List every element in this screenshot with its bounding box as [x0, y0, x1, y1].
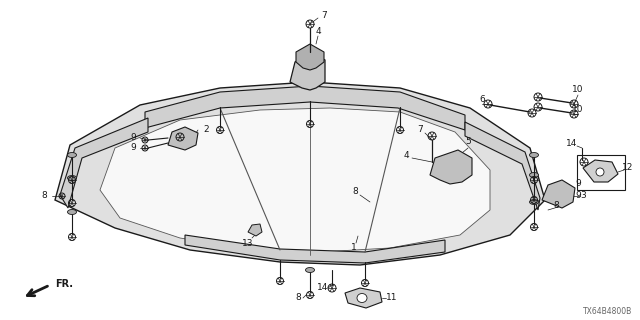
Bar [577, 155, 625, 190]
Text: 9: 9 [575, 191, 581, 201]
Text: 14: 14 [566, 140, 578, 148]
Polygon shape [185, 235, 445, 263]
Text: 2: 2 [203, 125, 209, 134]
Text: TX64B4800B: TX64B4800B [583, 307, 632, 316]
Text: 8: 8 [352, 188, 358, 196]
Text: 14: 14 [317, 284, 329, 292]
Ellipse shape [529, 199, 538, 204]
Polygon shape [100, 108, 490, 252]
Text: 4: 4 [403, 150, 409, 159]
Text: 5: 5 [465, 138, 471, 147]
Text: 6: 6 [479, 95, 485, 105]
Text: FR.: FR. [55, 279, 73, 289]
Ellipse shape [529, 153, 538, 157]
Text: 1: 1 [351, 244, 357, 252]
Polygon shape [583, 160, 618, 182]
Polygon shape [290, 52, 325, 90]
Polygon shape [542, 180, 575, 208]
Text: 12: 12 [622, 164, 634, 172]
Ellipse shape [67, 210, 77, 214]
Polygon shape [296, 44, 324, 70]
Text: 8: 8 [295, 293, 301, 302]
Ellipse shape [67, 153, 77, 157]
Text: 9: 9 [575, 180, 581, 188]
Text: 7: 7 [321, 12, 327, 20]
Text: 9: 9 [130, 143, 136, 153]
Text: 8: 8 [553, 201, 559, 210]
Text: 4: 4 [315, 28, 321, 36]
Text: 13: 13 [243, 239, 253, 249]
Polygon shape [248, 224, 262, 236]
Text: 11: 11 [387, 293, 397, 302]
Polygon shape [430, 150, 472, 184]
Ellipse shape [357, 293, 367, 302]
Ellipse shape [596, 168, 604, 176]
Ellipse shape [529, 172, 538, 178]
Text: 8: 8 [41, 191, 47, 201]
Text: 10: 10 [572, 85, 584, 94]
Text: 10: 10 [572, 106, 584, 115]
Ellipse shape [67, 175, 77, 180]
Polygon shape [55, 82, 545, 265]
Polygon shape [465, 122, 540, 210]
Polygon shape [168, 127, 198, 150]
Text: 9: 9 [130, 133, 136, 142]
Text: 7: 7 [417, 125, 423, 134]
Polygon shape [145, 86, 465, 130]
Text: 3: 3 [580, 191, 586, 201]
Polygon shape [60, 118, 148, 208]
Ellipse shape [305, 268, 314, 273]
Polygon shape [345, 288, 382, 308]
